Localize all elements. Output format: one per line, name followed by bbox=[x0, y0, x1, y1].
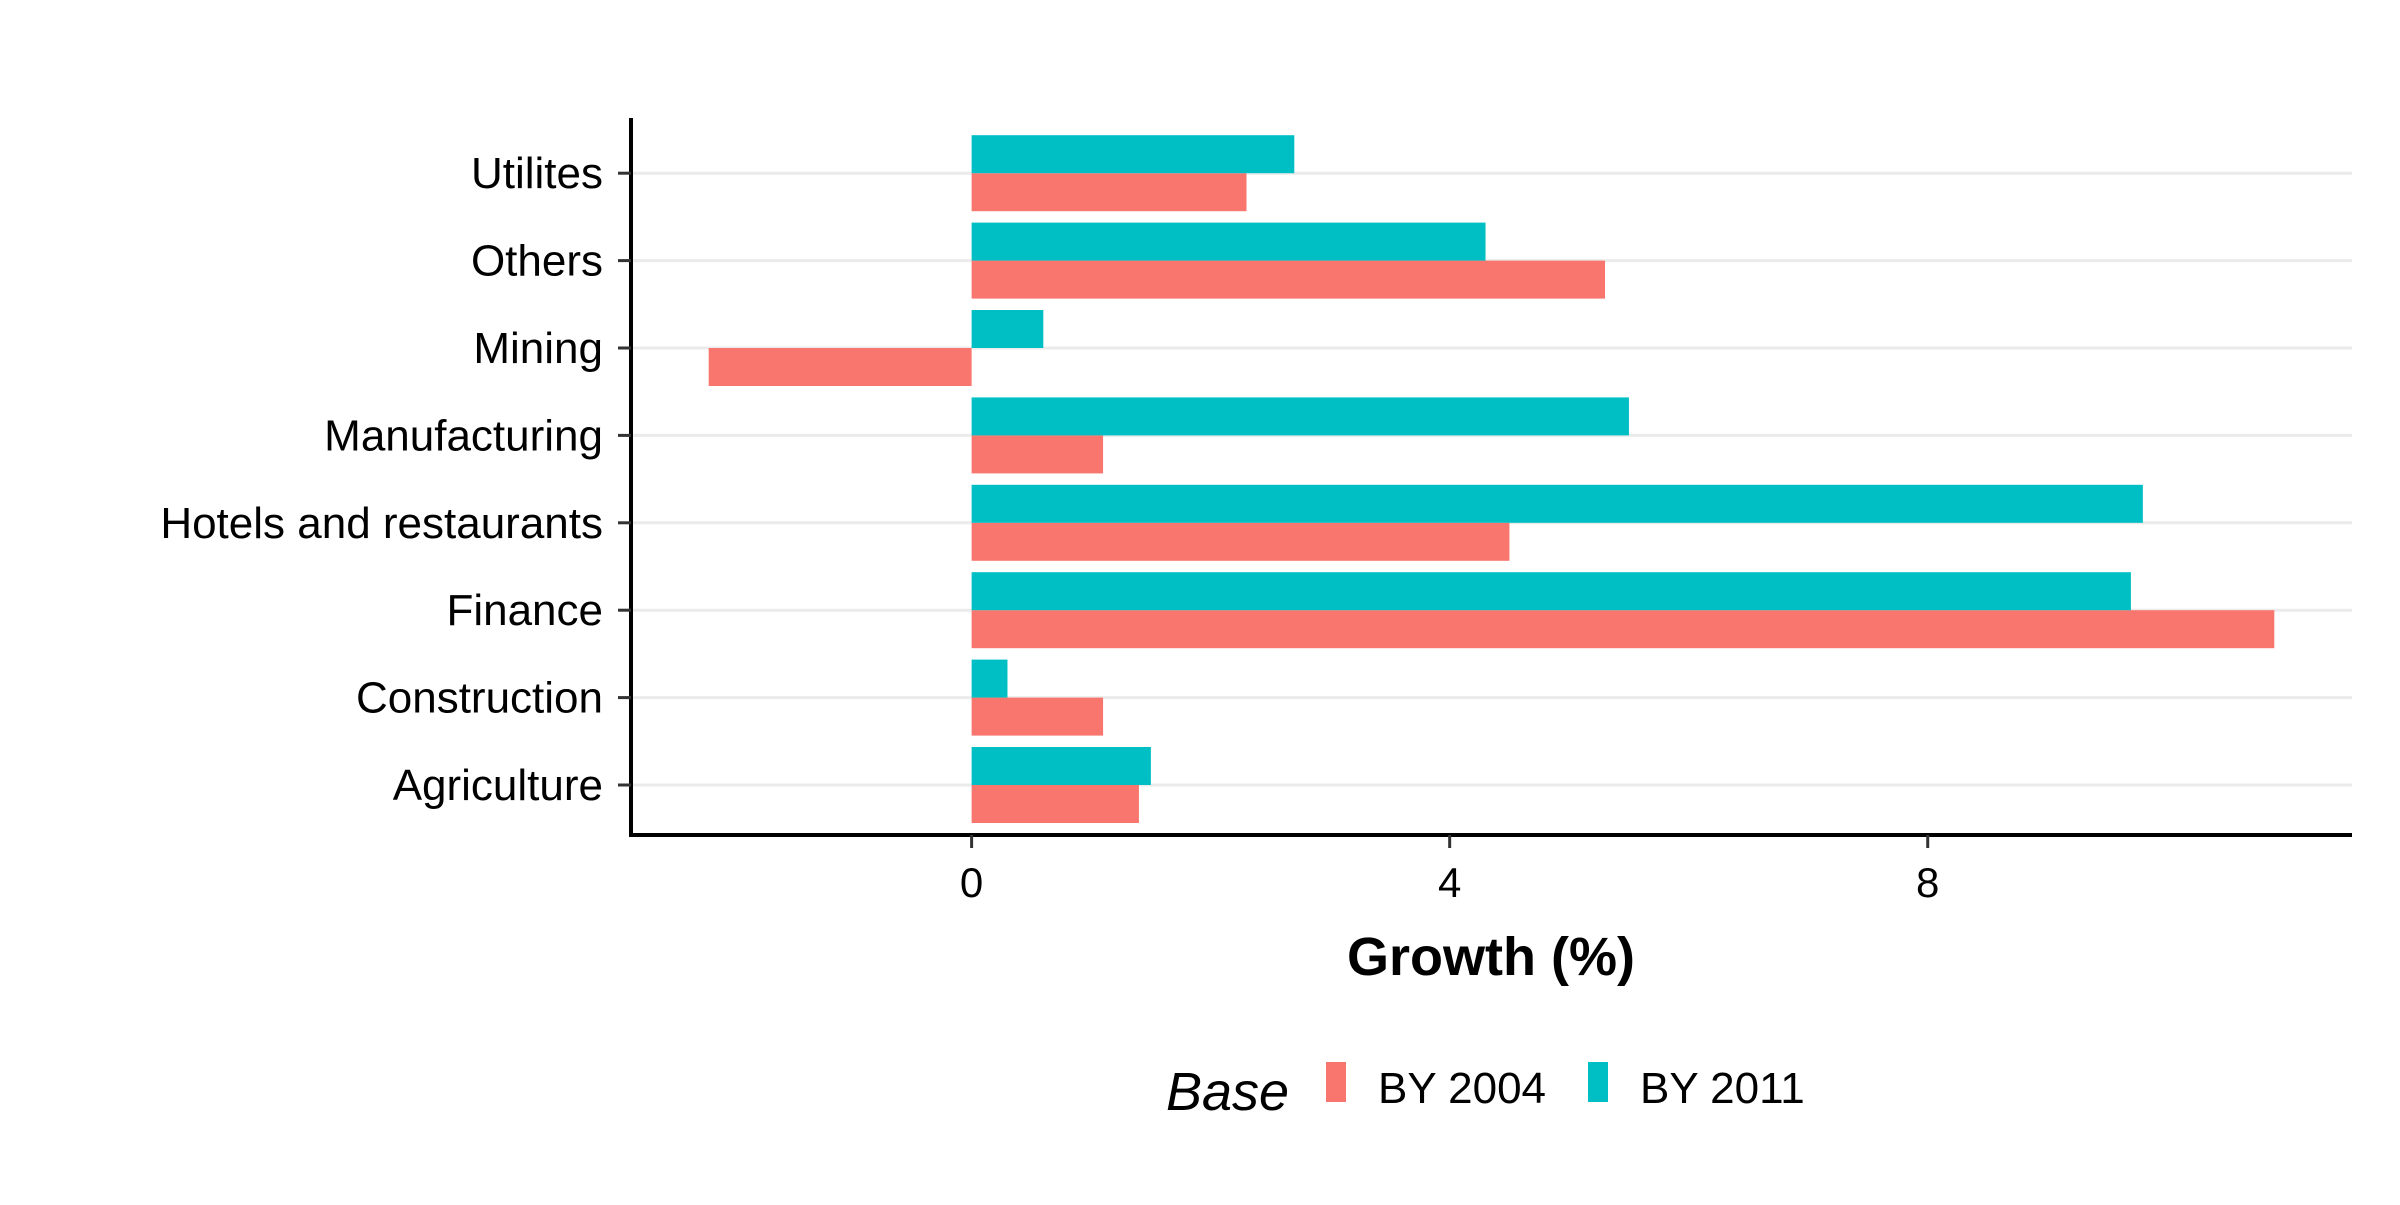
bar-by-2004-utilites bbox=[971, 173, 1247, 212]
y-tick-label-agriculture: Agriculture bbox=[393, 761, 603, 810]
bar-by-2011-mining bbox=[971, 310, 1044, 348]
x-ticks: 0 4 8 bbox=[960, 835, 1939, 906]
y-tick-label-construction: Construction bbox=[356, 674, 603, 723]
y-ticks: Agriculture Construction Finance Hotels and… bbox=[160, 149, 631, 810]
y-tick-label-mining: Mining bbox=[473, 324, 603, 373]
bar-by-2004-manufacturing bbox=[971, 435, 1104, 474]
y-tick-label-manufacturing: Manufacturing bbox=[324, 411, 603, 460]
bar-by-2011-agriculture bbox=[971, 747, 1151, 785]
x-axis-title: Growth (%) bbox=[1347, 927, 1635, 987]
y-tick-label-hotels-and-restaurants: Hotels and restaurants bbox=[160, 499, 603, 548]
bar-by-2011-manufacturing bbox=[971, 397, 1629, 436]
bar-by-2011-others bbox=[971, 222, 1486, 261]
y-tick-label-others: Others bbox=[471, 237, 603, 286]
bar-by-2004-others bbox=[971, 260, 1606, 299]
legend-key-by-2004 bbox=[1326, 1062, 1346, 1102]
bar-by-2011-utilites bbox=[971, 135, 1295, 174]
legend-label-by-2004: BY 2004 bbox=[1378, 1064, 1546, 1113]
bar-by-2004-agriculture bbox=[971, 785, 1139, 823]
bar-by-2011-construction bbox=[971, 659, 1008, 698]
legend-label-by-2011: BY 2011 bbox=[1640, 1064, 1805, 1113]
bar-by-2004-hotels-and-restaurants bbox=[971, 522, 1510, 561]
legend-key-by-2011 bbox=[1588, 1062, 1608, 1102]
bar-by-2011-hotels-and-restaurants bbox=[971, 484, 2143, 523]
x-tick-label-0: 0 bbox=[960, 859, 983, 906]
y-tick-label-utilites: Utilites bbox=[471, 149, 603, 198]
bar-by-2011-finance bbox=[971, 572, 2131, 611]
legend: Base BY 2004 BY 2011 bbox=[1166, 1062, 1805, 1122]
bar-by-2004-mining bbox=[708, 348, 972, 386]
legend-title: Base bbox=[1166, 1062, 1289, 1122]
x-tick-label-4: 4 bbox=[1438, 859, 1461, 906]
x-tick-label-8: 8 bbox=[1916, 859, 1939, 906]
bar-by-2004-finance bbox=[971, 610, 2275, 649]
y-tick-label-finance: Finance bbox=[446, 586, 603, 635]
bars bbox=[708, 135, 2275, 823]
axes bbox=[629, 118, 2352, 837]
bar-by-2004-construction bbox=[971, 697, 1104, 736]
